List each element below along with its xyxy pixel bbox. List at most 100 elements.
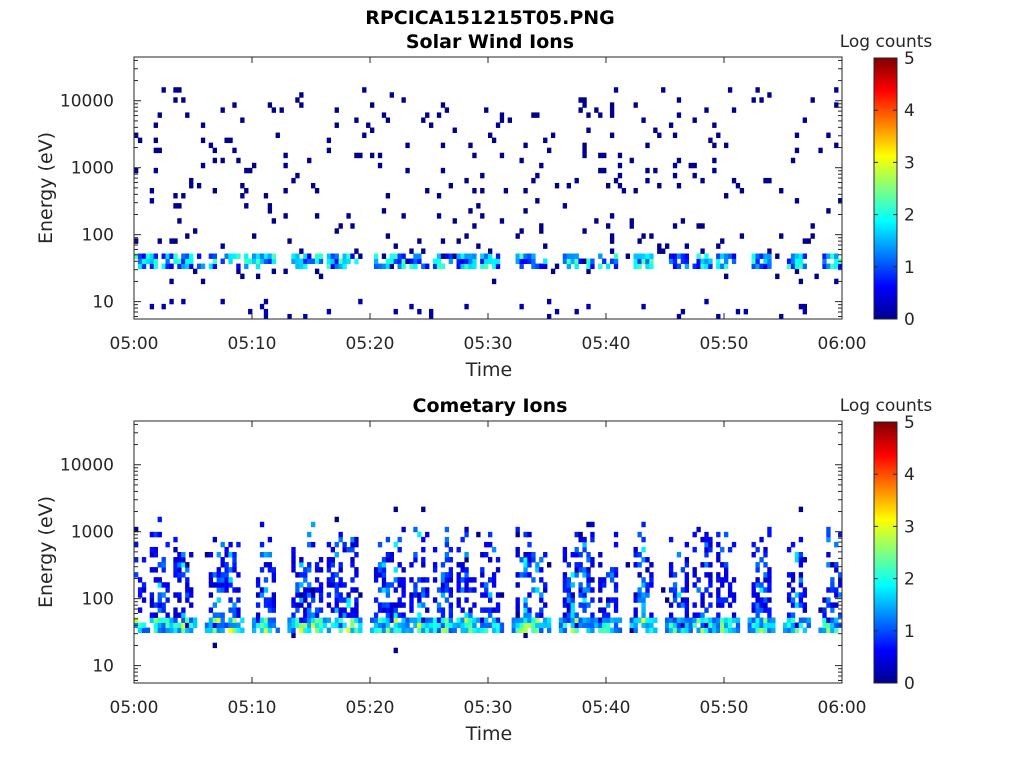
spectrogram-cell: [696, 258, 701, 264]
spectrogram-cell: [617, 182, 623, 189]
spectrogram-cell: [826, 208, 831, 214]
spectrogram-cell: [425, 188, 430, 194]
spectrogram-cell: [291, 617, 296, 623]
spectrogram-cell: [417, 531, 422, 538]
spectrogram-cell: [802, 592, 807, 598]
spectrogram-cell: [790, 627, 796, 634]
spectrogram-cell: [590, 597, 595, 603]
spectrogram-cell: [790, 541, 796, 548]
spectrogram-cell: [637, 263, 642, 270]
spectrogram-cell: [141, 557, 147, 563]
spectrogram-cell: [515, 622, 520, 628]
spectrogram-cell: [370, 627, 375, 634]
spectrogram-cell: [228, 622, 233, 628]
spectrogram-cell: [330, 622, 335, 628]
spectrogram-cell: [204, 622, 210, 628]
spectrogram-cell: [314, 622, 320, 628]
spectrogram-cell: [523, 567, 528, 573]
spectrogram-cell: [539, 228, 544, 234]
spectrogram-cell: [527, 557, 532, 563]
spectrogram-cell: [311, 521, 316, 528]
spectrogram-cell: [763, 572, 768, 578]
spectrogram-cell: [338, 617, 343, 623]
spectrogram-cell: [515, 253, 520, 259]
spectrogram-cell: [436, 617, 442, 623]
spectrogram-cell: [464, 177, 469, 184]
spectrogram-cell: [216, 617, 221, 623]
spectrogram-cell: [491, 258, 497, 264]
spectrogram-cell: [448, 622, 453, 628]
spectrogram-cell: [645, 587, 650, 593]
spectrogram-cell: [342, 258, 347, 264]
spectrogram-cell: [409, 577, 414, 583]
spectrogram-cell: [582, 597, 587, 603]
spectrogram-cell: [696, 627, 701, 634]
spectrogram-cell: [267, 102, 273, 108]
spectrogram-cell: [763, 552, 768, 558]
spectrogram-cell: [739, 233, 745, 239]
spectrogram-cell: [338, 577, 343, 583]
spectrogram-cell: [377, 567, 383, 573]
spectrogram-cell: [149, 612, 155, 618]
spectrogram-cell: [790, 253, 796, 259]
spectrogram-cell: [330, 572, 335, 578]
spectrogram-cell: [598, 152, 603, 159]
spectrogram-cell: [153, 546, 158, 553]
spectrogram-cell: [720, 577, 725, 583]
spectrogram-cell: [417, 253, 422, 259]
spectrogram-cell: [617, 627, 623, 634]
spectrogram-cell: [157, 562, 162, 568]
spectrogram-cell: [704, 536, 709, 543]
spectrogram-cell: [381, 557, 387, 563]
spectrogram-cell: [200, 137, 206, 144]
spectrogram-cell: [271, 592, 276, 598]
spectrogram-cell: [759, 263, 764, 270]
spectrogram-cell: [342, 582, 347, 588]
spectrogram-cell: [252, 627, 257, 634]
spectrogram-cell: [295, 172, 300, 179]
spectrogram-cell: [385, 536, 391, 543]
spectrogram-cell: [248, 308, 253, 315]
spectrogram-cell: [676, 97, 682, 103]
spectrogram-cell: [354, 567, 359, 573]
spectrogram-cell: [708, 622, 713, 628]
spectrogram-cell: [727, 546, 733, 553]
spectrogram-cell: [637, 552, 642, 558]
spectrogram-cell: [606, 182, 611, 189]
x-tick-label: 05:40: [582, 698, 631, 718]
spectrogram-cell: [692, 567, 697, 573]
spectrogram-cell: [684, 258, 689, 264]
spectrogram-cell: [814, 273, 819, 280]
spectrogram-cell: [822, 263, 827, 270]
spectrogram-cell: [574, 617, 579, 623]
spectrogram-cell: [704, 546, 709, 553]
spectrogram-cell: [786, 546, 792, 553]
spectrogram-cell: [653, 617, 658, 623]
spectrogram-cell: [802, 263, 807, 270]
spectrogram-cell: [303, 577, 308, 583]
spectrogram-cell: [657, 182, 662, 189]
spectrogram-cell: [704, 107, 709, 113]
spectrogram-cell: [397, 602, 402, 608]
x-tick-label: 05:20: [346, 334, 395, 354]
spectrogram-cell: [617, 617, 623, 623]
spectrogram-cell: [318, 597, 324, 603]
spectrogram-cell: [397, 627, 402, 634]
spectrogram-cell: [149, 567, 155, 573]
spectrogram-cell: [468, 617, 473, 623]
spectrogram-cell: [393, 647, 398, 654]
spectrogram-cell: [185, 587, 190, 593]
spectrogram-cell: [350, 617, 355, 623]
spectrogram-cell: [137, 627, 143, 634]
spectrogram-cell: [220, 612, 225, 618]
spectrogram-cell: [291, 258, 296, 264]
spectrogram-cell: [401, 602, 406, 608]
spectrogram-cell: [798, 506, 804, 513]
spectrogram-cell: [224, 572, 229, 578]
spectrogram-cell: [440, 102, 446, 108]
spectrogram-cell: [421, 536, 426, 543]
spectrogram-cell: [590, 263, 595, 270]
spectrogram-cell: [220, 157, 225, 164]
spectrogram-cell: [684, 597, 689, 603]
spectrogram-cell: [535, 263, 540, 270]
